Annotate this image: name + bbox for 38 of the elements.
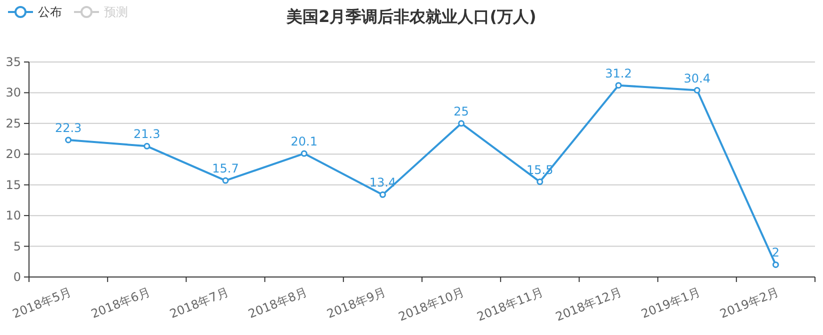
data-label: 22.3 — [54, 121, 82, 136]
point — [536, 178, 544, 186]
x-tick-label: 2018年8月 — [246, 284, 310, 322]
x-tick-label: 2018年10月 — [396, 284, 466, 324]
point — [300, 150, 308, 157]
data-label: 21.3 — [134, 127, 160, 142]
y-tick-label: 20 — [6, 147, 21, 162]
point — [222, 177, 229, 184]
point — [615, 82, 622, 89]
y-tick-label: 0 — [13, 270, 21, 284]
legend-label: 公布 — [38, 5, 62, 19]
x-tick-label: 2019年1月 — [639, 284, 702, 322]
y-tick-label: 5 — [13, 239, 21, 254]
point — [379, 191, 386, 198]
data-label: 30.4 — [684, 71, 710, 86]
x-tick-label: 2018年5月 — [10, 284, 74, 322]
chart-title: 美国2月季调后非农就业人口(万人) — [286, 7, 536, 26]
point — [65, 136, 72, 144]
point — [144, 142, 150, 150]
data-label: 2 — [772, 246, 780, 260]
x-tick-label: 2018年6月 — [89, 284, 152, 322]
data-label: 31.2 — [605, 66, 632, 80]
point — [458, 120, 465, 127]
y-tick-label: 15 — [6, 178, 21, 192]
x-tick-label: 2019年2月 — [718, 284, 781, 322]
y-tick-label: 35 — [6, 55, 21, 69]
x-tick-label: 2018年11月 — [475, 284, 546, 324]
y-tick-label: 30 — [6, 86, 21, 100]
point — [772, 261, 779, 268]
x-tick-label: 2018年12月 — [554, 284, 624, 324]
data-label: 20.1 — [290, 134, 318, 149]
data-label: 15.7 — [212, 162, 239, 176]
point — [694, 87, 700, 94]
y-tick-label: 25 — [6, 116, 21, 130]
x-tick-label: 2018年9月 — [324, 284, 388, 322]
y-tick-label: 10 — [6, 208, 21, 223]
x-tick-label: 2018年7月 — [168, 284, 231, 322]
data-label: 25 — [454, 104, 469, 118]
